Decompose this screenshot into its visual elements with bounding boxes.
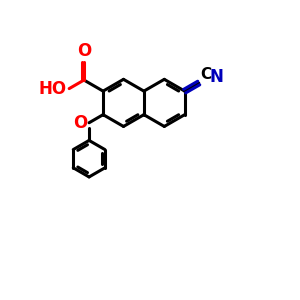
Text: HO: HO (39, 80, 67, 98)
Text: N: N (209, 68, 223, 86)
Text: O: O (77, 42, 91, 60)
Text: C: C (200, 67, 211, 82)
Text: O: O (74, 114, 88, 132)
